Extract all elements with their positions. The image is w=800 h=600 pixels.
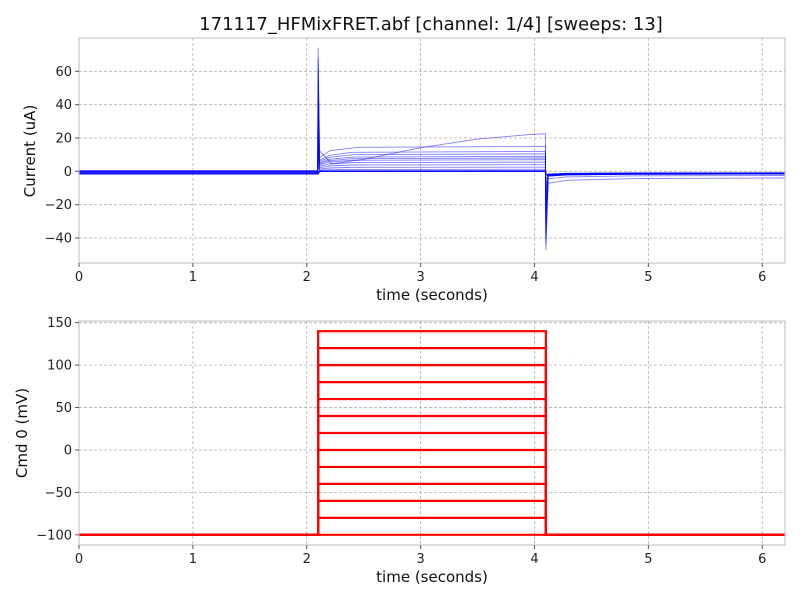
current-plot-area [79, 38, 785, 263]
current-sweep-13 [79, 47, 786, 251]
current-y-tick-label: 20 [55, 132, 72, 147]
command-x-tick-label: 5 [644, 552, 652, 567]
current-panel: 0 1 2 3 4 5 6 −40 −20 0 20 40 60 time (seconds) Curr… [21, 37, 786, 304]
command-axes: 0 1 2 3 4 5 6 −100 −50 0 50 100 150 [36, 316, 766, 567]
command-y-axis-label: Cmd 0 (mV) [13, 388, 31, 478]
current-x-tick-label: 3 [416, 270, 424, 285]
command-y-tick-label: 50 [55, 401, 72, 416]
command-y-tick-label: 0 [64, 443, 72, 458]
command-panel: 0 1 2 3 4 5 6 −100 −50 0 50 100 150 time (seconds) C… [13, 316, 786, 586]
current-traces [79, 47, 786, 251]
current-y-tick-label: −40 [45, 232, 72, 247]
command-y-tick-label: −100 [36, 528, 72, 543]
command-y-tick-label: 150 [47, 316, 72, 331]
current-y-tick-label: −20 [45, 198, 72, 213]
command-frame [78, 320, 786, 546]
command-x-tick-label: 4 [530, 552, 538, 567]
current-x-tick-label: 4 [530, 270, 538, 285]
command-sweep-13 [79, 330, 785, 536]
current-y-tick-label: 0 [64, 165, 72, 180]
command-y-tick-label: −50 [45, 486, 72, 501]
command-x-tick-label: 0 [75, 552, 83, 567]
current-y-axis-label: Current (uA) [21, 105, 39, 198]
current-frame [78, 37, 786, 264]
current-y-tick-label: 60 [55, 65, 72, 80]
current-y-tick-label: 40 [55, 98, 72, 113]
current-x-tick-label: 5 [644, 270, 652, 285]
command-x-tick-label: 6 [758, 552, 766, 567]
current-x-tick-label: 0 [75, 270, 83, 285]
command-x-tick-label: 2 [303, 552, 311, 567]
command-x-tick-label: 3 [416, 552, 424, 567]
current-x-axis-label: time (seconds) [376, 286, 488, 304]
command-traces [79, 330, 785, 536]
command-x-axis-label: time (seconds) [376, 568, 488, 586]
current-x-tick-label: 6 [758, 270, 766, 285]
current-x-tick-label: 1 [189, 270, 197, 285]
chart-title: 171117_HFMixFRET.abf [channel: 1/4] [swe… [199, 14, 663, 35]
command-x-tick-label: 1 [189, 552, 197, 567]
current-axes: 0 1 2 3 4 5 6 −40 −20 0 20 40 60 [45, 65, 767, 285]
command-y-tick-label: 100 [47, 359, 72, 374]
current-x-tick-label: 2 [303, 270, 311, 285]
